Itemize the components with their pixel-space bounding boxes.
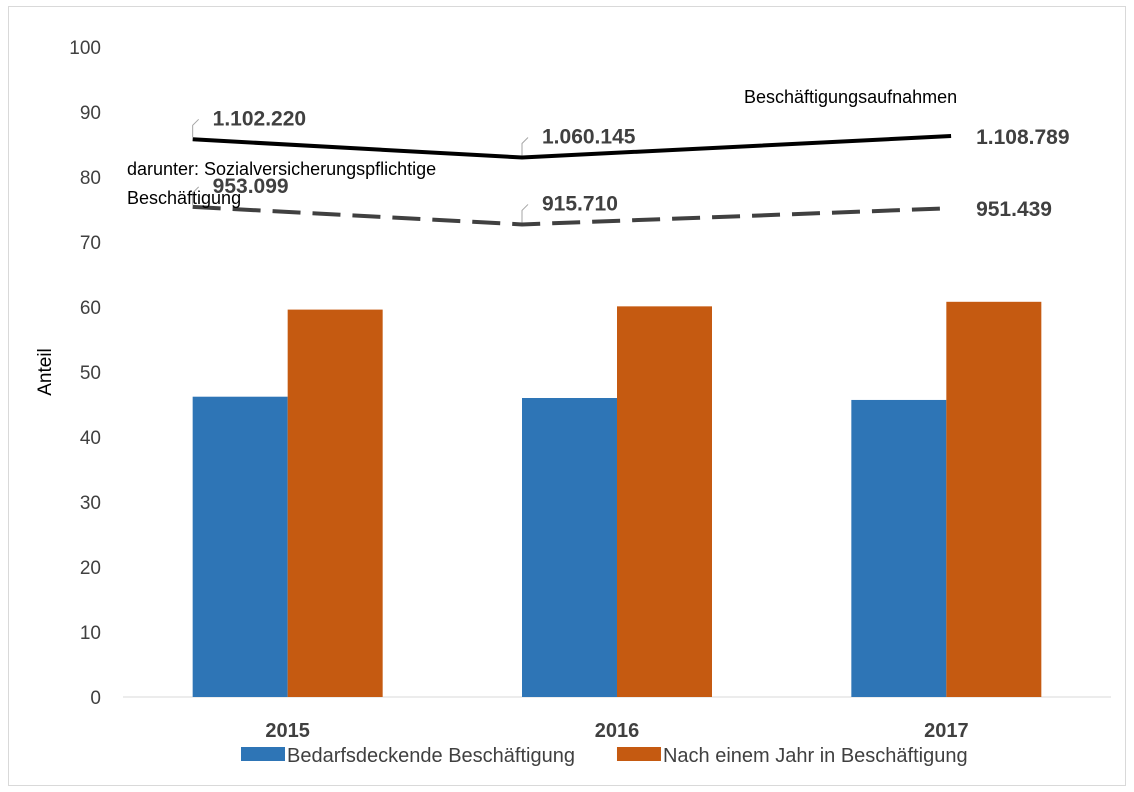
data-label: 1.108.789 (976, 126, 1069, 149)
bar (192, 396, 288, 697)
leader-line (521, 204, 529, 223)
bar (851, 399, 947, 697)
x-tick-label: 2015 (265, 720, 310, 742)
bar (522, 398, 617, 697)
leader-line (521, 137, 529, 156)
data-label: 951.439 (976, 198, 1052, 221)
bar (287, 309, 383, 697)
y-tick-label: 100 (69, 38, 101, 59)
bar (617, 306, 712, 697)
line-series-name: darunter: Sozialversicherungspflichtige (127, 159, 436, 179)
x-tick-label: 2016 (595, 720, 640, 742)
data-label: 953.099 (213, 175, 289, 198)
y-tick-label: 20 (80, 558, 101, 579)
y-axis-title: Anteil (35, 348, 56, 396)
legend-label: Nach einem Jahr in Beschäftigung (663, 745, 968, 767)
bar (946, 301, 1042, 697)
y-tick-label: 0 (90, 688, 101, 709)
chart-frame: 0 10 20 30 40 50 60 70 80 90 100 Anteil 2015 2016 2017… (8, 6, 1126, 786)
y-tick-label: 80 (80, 168, 101, 189)
leader-line (192, 118, 200, 138)
line-series-name: Beschäftigungsaufnahmen (744, 87, 957, 107)
line-series-name: Beschäftigung (127, 188, 241, 208)
legend-swatch (241, 747, 285, 761)
y-tick-label: 10 (80, 623, 101, 644)
solid-series-line (192, 134, 952, 160)
y-tick-label: 90 (80, 103, 101, 124)
x-tick-label: 2017 (924, 720, 969, 742)
dashed-series-line (192, 204, 952, 227)
data-label: 1.060.145 (542, 126, 636, 149)
chart-svg: 0 10 20 30 40 50 60 70 80 90 100 Anteil 2015 2016 2017… (35, 38, 1111, 767)
data-label: 915.710 (542, 192, 618, 215)
data-label: 1.102.220 (213, 107, 306, 130)
legend-swatch (616, 747, 661, 761)
y-tick-label: 70 (80, 233, 101, 254)
y-tick-label: 30 (80, 493, 101, 514)
leader-line (192, 186, 200, 205)
y-tick-label: 50 (80, 363, 101, 384)
y-tick-label: 60 (80, 298, 101, 319)
y-tick-label: 40 (80, 428, 101, 449)
legend-label: Bedarfsdeckende Beschäftigung (287, 745, 575, 767)
